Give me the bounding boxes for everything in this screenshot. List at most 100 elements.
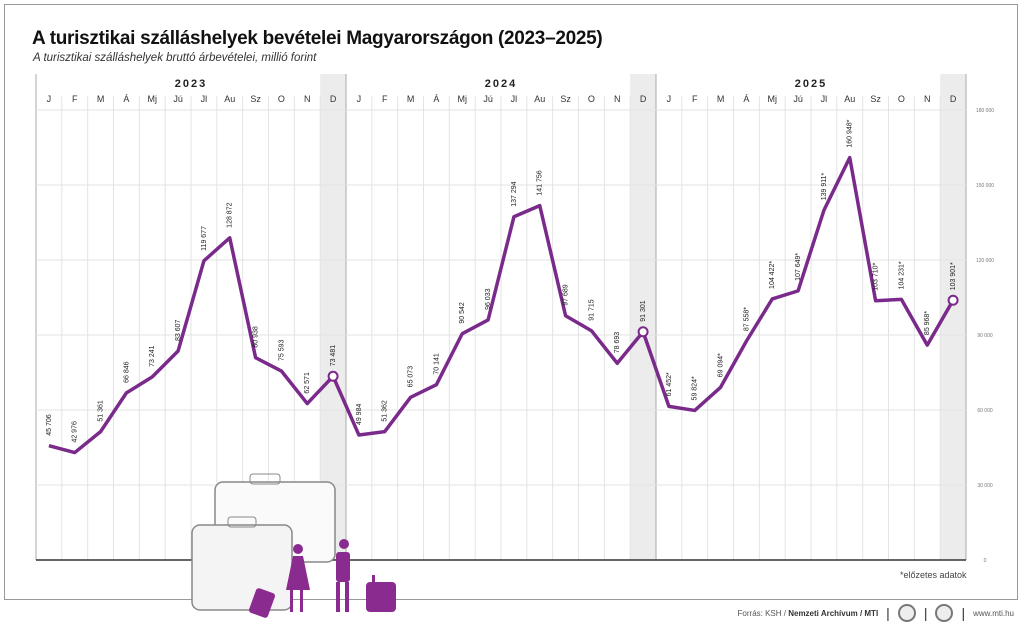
month-label: D	[640, 94, 647, 104]
month-label: Á	[743, 94, 749, 104]
data-label: 96 033	[485, 288, 492, 310]
month-label: Á	[433, 94, 439, 104]
chart-frame	[4, 4, 1018, 600]
data-label: 42 976	[72, 421, 79, 443]
data-label: 85 968*	[924, 311, 931, 335]
mti-logo-icon	[897, 604, 916, 622]
month-label: Sz	[870, 94, 881, 104]
y-tick-label: 30 000	[977, 483, 993, 489]
month-label: Sz	[250, 94, 261, 104]
data-line	[48, 155, 955, 455]
month-label: N	[614, 94, 621, 104]
month-label: F	[692, 94, 698, 104]
month-label: F	[382, 94, 388, 104]
data-label: 90 542	[459, 302, 466, 324]
suitcase-icon	[191, 524, 293, 611]
data-label: 45 706	[46, 414, 53, 436]
month-label: N	[924, 94, 931, 104]
year-label: 2025	[795, 78, 827, 90]
month-label: Au	[224, 94, 235, 104]
site-link[interactable]: www.mti.hu	[973, 608, 1014, 618]
month-label: J	[47, 94, 52, 104]
chart-title: A turisztikai szálláshelyek bevételei Ma…	[32, 28, 603, 49]
y-tick-label: 90 000	[977, 333, 993, 339]
archive-logo-icon	[935, 604, 954, 622]
data-label: 73 241	[149, 345, 156, 367]
data-label: 75 593	[278, 340, 285, 362]
month-label: M	[407, 94, 415, 104]
y-tick-label: 0	[984, 558, 987, 564]
data-label: 51 361	[98, 400, 105, 422]
data-label: 91 301	[640, 300, 647, 322]
data-label: 69 094*	[718, 353, 725, 377]
month-label: J	[667, 94, 672, 104]
year-label: 2023	[175, 78, 207, 90]
data-label: 128 872	[227, 202, 234, 227]
month-label: M	[717, 94, 725, 104]
month-label: Jú	[173, 94, 183, 104]
month-label: Jl	[821, 94, 828, 104]
data-label: 80 938	[253, 326, 260, 348]
data-label: 61 452*	[666, 372, 673, 396]
data-label: 104 231*	[898, 261, 905, 289]
month-label: Jl	[201, 94, 208, 104]
month-label: Jú	[793, 94, 803, 104]
data-label: 62 571	[304, 372, 311, 394]
data-label: 59 824*	[692, 376, 699, 400]
preliminary-note: *előzetes adatok	[900, 570, 967, 580]
month-label: N	[304, 94, 311, 104]
december-shade	[630, 74, 656, 560]
data-label: 141 756	[537, 170, 544, 195]
data-label: 49 984	[356, 404, 363, 426]
source-text: Forrás: KSH / Nemzeti Archívum / MTI	[737, 608, 879, 618]
month-label: Au	[534, 94, 545, 104]
month-label: Au	[844, 94, 855, 104]
y-tick-label: 120 000	[976, 258, 994, 264]
month-label: O	[588, 94, 595, 104]
traveler-icon	[249, 539, 396, 618]
data-label: 73 481	[330, 345, 337, 367]
data-point-marker	[947, 294, 959, 306]
month-label: Mj	[768, 94, 778, 104]
travel-illustration	[191, 473, 396, 618]
month-label: O	[278, 94, 285, 104]
month-label: M	[97, 94, 105, 104]
data-label: 139 911*	[821, 172, 828, 200]
y-tick-label: 150 000	[976, 183, 994, 189]
footer: Forrás: KSH / Nemzeti Archívum / MTI | |…	[737, 604, 1014, 622]
month-label: D	[330, 94, 337, 104]
month-label: J	[357, 94, 362, 104]
year-label: 2024	[485, 78, 517, 90]
month-label: D	[950, 94, 957, 104]
data-label: 51 362	[382, 400, 389, 422]
data-label: 104 422*	[769, 261, 776, 289]
month-label: F	[72, 94, 78, 104]
data-label: 87 558*	[743, 307, 750, 331]
data-label: 91 715	[588, 299, 595, 321]
month-label: Sz	[560, 94, 571, 104]
data-label: 78 693	[614, 332, 621, 354]
month-label: Mj	[148, 94, 158, 104]
data-point-marker	[637, 326, 649, 338]
data-label: 103 710*	[873, 262, 880, 290]
data-label: 107 649*	[795, 253, 802, 281]
month-label: Á	[123, 94, 129, 104]
data-label: 160 948*	[847, 119, 854, 147]
data-label: 83 607	[175, 319, 182, 341]
month-label: O	[898, 94, 905, 104]
month-label: Jl	[511, 94, 518, 104]
data-label: 119 677	[201, 226, 208, 251]
chart-subtitle: A turisztikai szálláshelyek bruttó árbev…	[33, 52, 317, 64]
data-label: 70 141	[433, 353, 440, 375]
y-tick-label: 180 000	[976, 108, 994, 114]
data-label: 97 689	[563, 284, 570, 306]
data-label: 65 073	[408, 366, 415, 388]
data-point-marker	[327, 370, 339, 382]
month-label: Mj	[458, 94, 468, 104]
data-label: 66 846	[123, 361, 130, 383]
y-tick-label: 60 000	[977, 408, 993, 414]
data-label: 137 294	[511, 181, 518, 206]
december-shade	[320, 74, 346, 560]
data-label: 103 901*	[950, 262, 957, 290]
